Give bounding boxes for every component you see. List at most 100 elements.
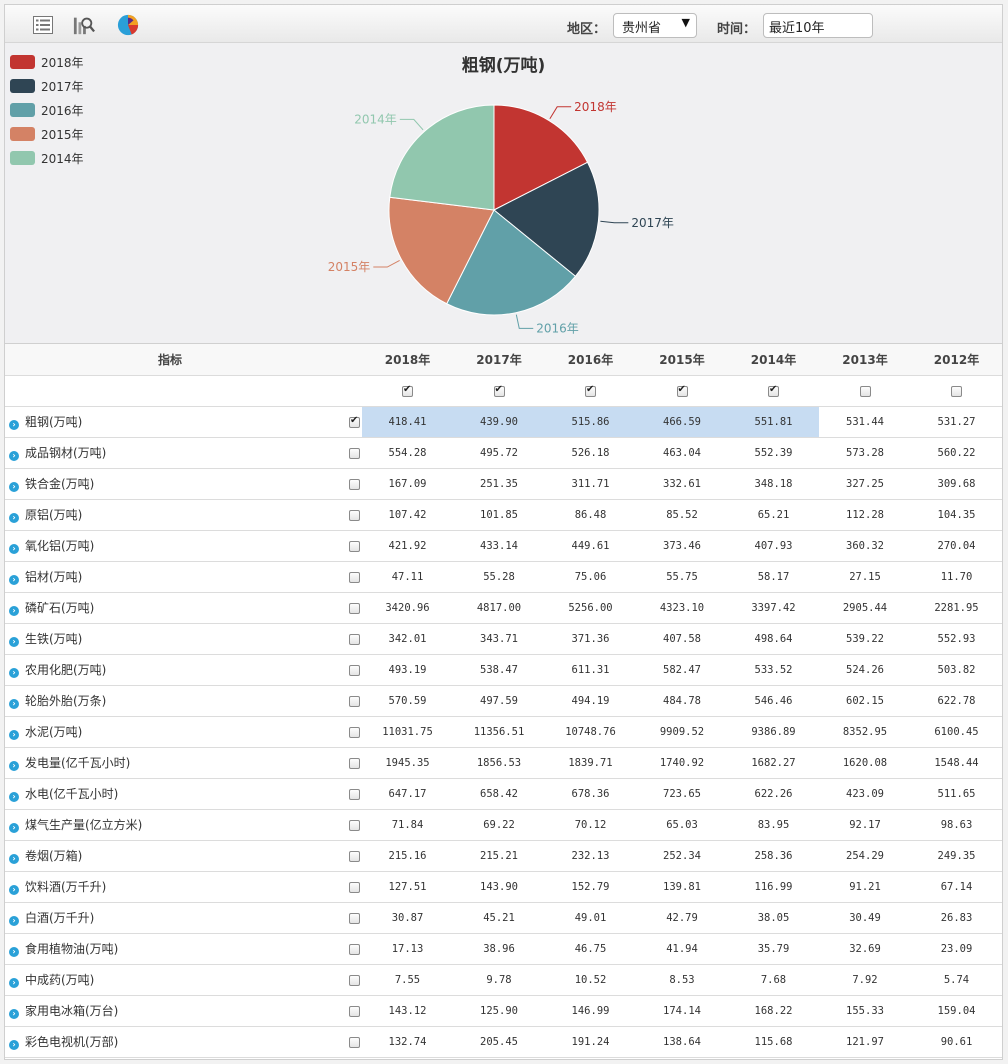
expand-arrow-icon[interactable]: › [9, 978, 19, 988]
year-checkbox[interactable] [493, 384, 505, 397]
row-checkbox[interactable] [349, 633, 360, 645]
expand-arrow-icon[interactable]: › [9, 885, 19, 895]
row-checkbox[interactable] [349, 664, 360, 676]
table-row[interactable]: › 原铝(万吨) 107.42 101.85 86.48 85.52 65.21 112.28… [5, 499, 1002, 531]
expand-arrow-icon[interactable]: › [9, 761, 19, 771]
expand-arrow-icon[interactable]: › [9, 823, 19, 833]
region-select[interactable]: 贵州省 ▼ [613, 13, 697, 38]
value-cell: 8352.95 [819, 716, 911, 748]
row-checkbox[interactable] [349, 850, 360, 862]
row-checkbox[interactable] [349, 571, 360, 583]
year-checkbox[interactable] [859, 385, 871, 397]
expand-arrow-icon[interactable]: › [9, 1009, 19, 1019]
value-cell: 30.49 [819, 902, 911, 934]
table-row[interactable]: › 中成药(万吨) 7.55 9.78 10.52 8.53 7.68 7.92 5.74 [5, 964, 1002, 996]
table-row[interactable]: › 生铁(万吨) 342.01 343.71 371.36 407.58 498.64 539… [5, 623, 1002, 655]
year-checkbox[interactable] [768, 384, 779, 397]
table-view-icon[interactable] [32, 14, 54, 36]
legend-item[interactable]: 2016年 [10, 98, 84, 122]
value-cell: 433.14 [453, 530, 545, 562]
value-cell: 6100.45 [911, 716, 1002, 748]
row-checkbox[interactable] [349, 974, 360, 986]
expand-arrow-icon[interactable]: › [9, 575, 19, 585]
time-range-input[interactable]: 最近10年 [763, 13, 873, 38]
expand-arrow-icon[interactable]: › [9, 544, 19, 554]
expand-arrow-icon[interactable]: › [9, 637, 19, 647]
row-checkbox[interactable] [349, 881, 360, 893]
table-row[interactable]: › 水电(亿千瓦小时) 647.17 658.42 678.36 723.65 622.26… [5, 778, 1002, 810]
table-row[interactable]: › 铝材(万吨) 47.11 55.28 75.06 55.75 58.17 27.15 11.… [5, 561, 1002, 593]
row-checkbox[interactable] [349, 912, 360, 924]
table-row[interactable]: › 家用电冰箱(万台) 143.12 125.90 146.99 174.14 168.22… [5, 995, 1002, 1027]
value-cell: 539.22 [819, 623, 911, 655]
table-row[interactable]: › 成品钢材(万吨) 554.28 495.72 526.18 463.04 552.39 5… [5, 437, 1002, 469]
year-checkbox[interactable] [585, 384, 596, 397]
year-checkbox[interactable] [402, 384, 413, 397]
expand-arrow-icon[interactable]: › [9, 606, 19, 616]
table-row[interactable]: › 煤气生产量(亿立方米) 71.84 69.22 70.12 65.03 83.95 92.… [5, 809, 1002, 841]
table-row[interactable]: › 白酒(万千升) 30.87 45.21 49.01 42.79 38.05 30.49 26… [5, 902, 1002, 934]
pie-slice[interactable] [388, 196, 495, 305]
row-checkbox[interactable] [349, 788, 360, 800]
expand-arrow-icon[interactable]: › [9, 668, 19, 678]
value-cell: 332.61 [636, 468, 728, 500]
value-cell: 55.75 [636, 561, 728, 593]
legend-item[interactable]: 2014年 [10, 146, 84, 170]
value-cell: 611.31 [545, 654, 636, 686]
row-checkbox[interactable] [349, 943, 360, 955]
value-cell: 8.53 [636, 964, 728, 996]
expand-arrow-icon[interactable]: › [9, 916, 19, 926]
value-cell: 46.75 [545, 933, 636, 965]
row-checkbox[interactable] [349, 757, 360, 769]
pie-slice[interactable] [493, 161, 600, 277]
table-row[interactable]: › 饮料酒(万千升) 127.51 143.90 152.79 139.81 116.99 9… [5, 871, 1002, 903]
row-checkbox[interactable] [349, 1005, 360, 1017]
table-row[interactable]: › 铁合金(万吨) 167.09 251.35 311.71 332.61 348.18 32… [5, 468, 1002, 500]
row-checkbox[interactable] [349, 540, 360, 552]
table-row[interactable]: › 食用植物油(万吨) 17.13 38.96 46.75 41.94 35.79 32.69… [5, 933, 1002, 965]
table-row[interactable]: › 发电量(亿千瓦小时) 1945.35 1856.53 1839.71 1740.92 1… [5, 747, 1002, 779]
table-row[interactable]: › 水泥(万吨) 11031.75 11356.51 10748.76 9909.52 93… [5, 716, 1002, 748]
legend-item[interactable]: 2015年 [10, 122, 84, 146]
row-checkbox[interactable] [349, 447, 360, 459]
indicator-name: 生铁(万吨) [25, 632, 83, 646]
expand-arrow-icon[interactable]: › [9, 730, 19, 740]
row-checkbox[interactable] [349, 695, 360, 707]
table-row[interactable]: › 磷矿石(万吨) 3420.96 4817.00 5256.00 4323.10 3397… [5, 592, 1002, 624]
pie-slice[interactable] [446, 209, 577, 316]
expand-arrow-icon[interactable]: › [9, 792, 19, 802]
expand-arrow-icon[interactable]: › [9, 451, 19, 461]
table-row[interactable]: › 氧化铝(万吨) 421.92 433.14 449.61 373.46 407.93 36… [5, 530, 1002, 562]
row-checkbox[interactable] [349, 509, 360, 521]
row-checkbox-cell [335, 530, 362, 562]
year-checkbox[interactable] [676, 384, 688, 397]
expand-arrow-icon[interactable]: › [9, 1040, 19, 1050]
value-cell: 658.42 [453, 778, 545, 810]
row-checkbox[interactable] [349, 1036, 360, 1048]
row-checkbox[interactable] [349, 819, 360, 831]
table-row[interactable]: › 轮胎外胎(万条) 570.59 497.59 494.19 484.78 546.46 6… [5, 685, 1002, 717]
expand-arrow-icon[interactable]: › [9, 513, 19, 523]
legend-item[interactable]: 2018年 [10, 50, 84, 74]
expand-arrow-icon[interactable]: › [9, 854, 19, 864]
table-row[interactable]: › 彩色电视机(万部) 132.74 205.45 191.24 138.64 115.68… [5, 1026, 1002, 1058]
legend-item[interactable]: 2017年 [10, 74, 84, 98]
expand-arrow-icon[interactable]: › [9, 699, 19, 709]
bar-chart-search-icon[interactable] [73, 14, 95, 36]
pie-slice[interactable] [389, 104, 495, 211]
pie-chart-icon[interactable] [117, 14, 139, 36]
value-cell: 70.12 [545, 809, 636, 841]
row-checkbox[interactable] [349, 726, 360, 738]
table-row[interactable]: › 农用化肥(万吨) 493.19 538.47 611.31 582.47 533.52 5… [5, 654, 1002, 686]
table-row[interactable]: › 卷烟(万箱) 215.16 215.21 232.13 252.34 258.36 254… [5, 840, 1002, 872]
row-checkbox[interactable] [349, 602, 360, 614]
table-row[interactable]: ›粗钢(万吨)418.41439.90515.86466.59551.81531… [5, 406, 1002, 438]
expand-arrow-icon[interactable]: › [9, 420, 19, 430]
pie-slice[interactable] [493, 104, 589, 211]
indicator-name-cell: › 食用植物油(万吨) [5, 933, 335, 965]
expand-arrow-icon[interactable]: › [9, 947, 19, 957]
row-checkbox[interactable] [349, 415, 360, 428]
row-checkbox[interactable] [349, 478, 360, 490]
expand-arrow-icon[interactable]: › [9, 482, 19, 492]
year-checkbox[interactable] [951, 385, 962, 397]
